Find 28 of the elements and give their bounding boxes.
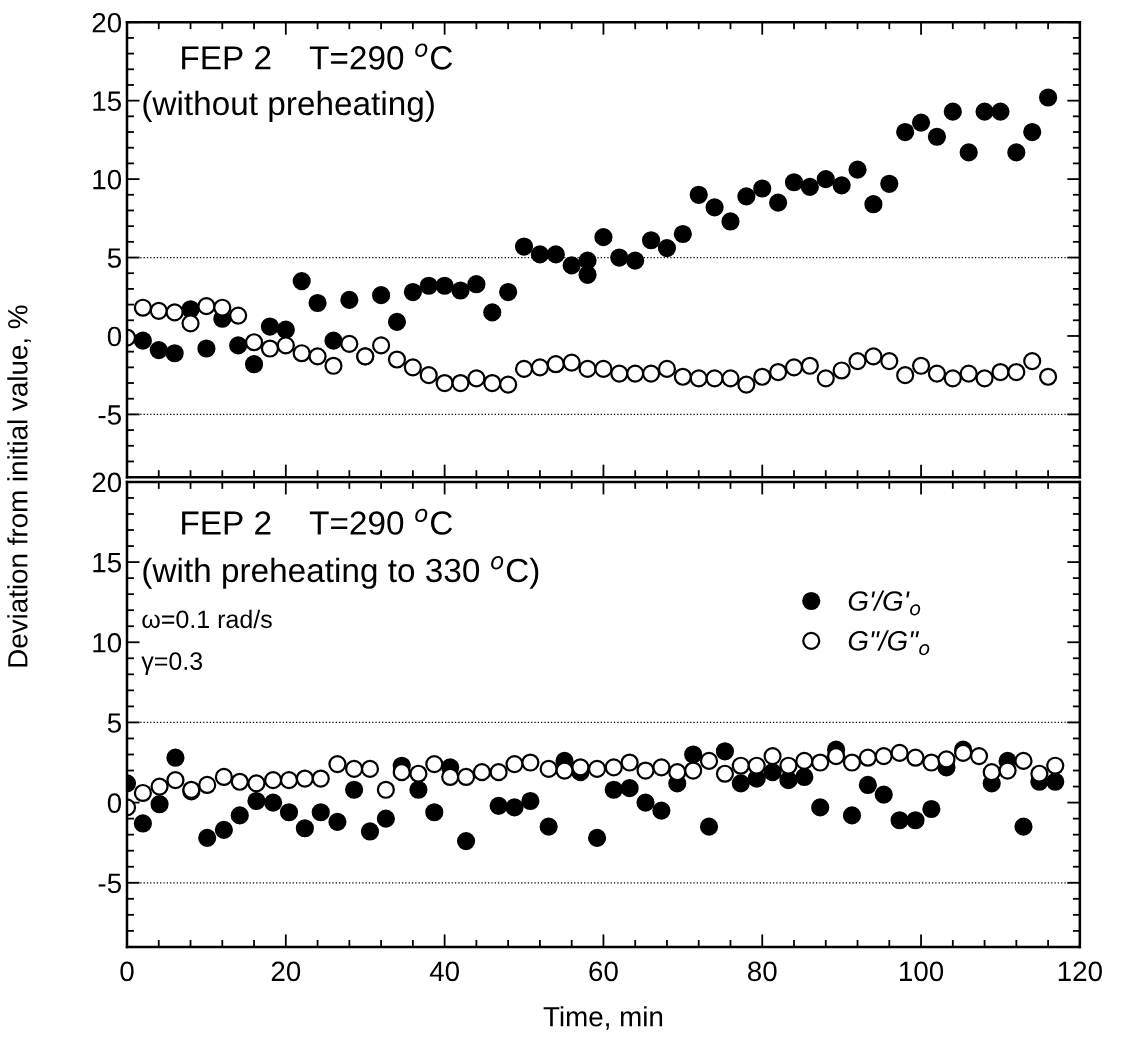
y-tick-label: 20 [92, 472, 122, 493]
y-tick-label: 0 [107, 326, 122, 347]
y-tick-label: -5 [98, 873, 121, 894]
x-tick-label: 40 [429, 961, 459, 982]
x-tick-label: 80 [748, 961, 777, 982]
y-tick-label: 10 [93, 169, 122, 190]
annotation: FEP 2 T=290 $^{o}$C [182, 508, 453, 535]
y-tick-label: -5 [98, 405, 121, 425]
y-axis-title: Deviation from initial value, % [7, 305, 31, 667]
y-tick-label: 15 [93, 553, 121, 573]
y-tick-label: 5 [107, 248, 121, 268]
y-tick-label: 10 [93, 632, 122, 653]
annotation: FEP 2 T=290 $^{o}$C [182, 43, 453, 70]
y-tick-label: 20 [92, 12, 122, 33]
x-tick-label: 60 [589, 961, 618, 982]
annotation: (without preheating) [143, 90, 434, 122]
legend-label: G"/G"$_{o}$ [848, 630, 930, 656]
x-tick-label: 120 [1058, 961, 1102, 982]
annotation: ω=0.1 rad/s [142, 609, 272, 629]
x-tick-label: 20 [271, 961, 301, 982]
annotation: γ=0.3 [141, 652, 203, 675]
y-tick-label: 15 [93, 91, 121, 111]
annotation: (with preheating to 330 $^{o}$C) [143, 556, 539, 589]
x-axis-title: Time, min [543, 1006, 663, 1030]
y-tick-label: 5 [107, 713, 121, 733]
y-tick-label: 0 [107, 793, 122, 813]
legend-label: G'/G'$_{o}$ [848, 590, 921, 616]
x-tick-label: 100 [900, 961, 944, 982]
